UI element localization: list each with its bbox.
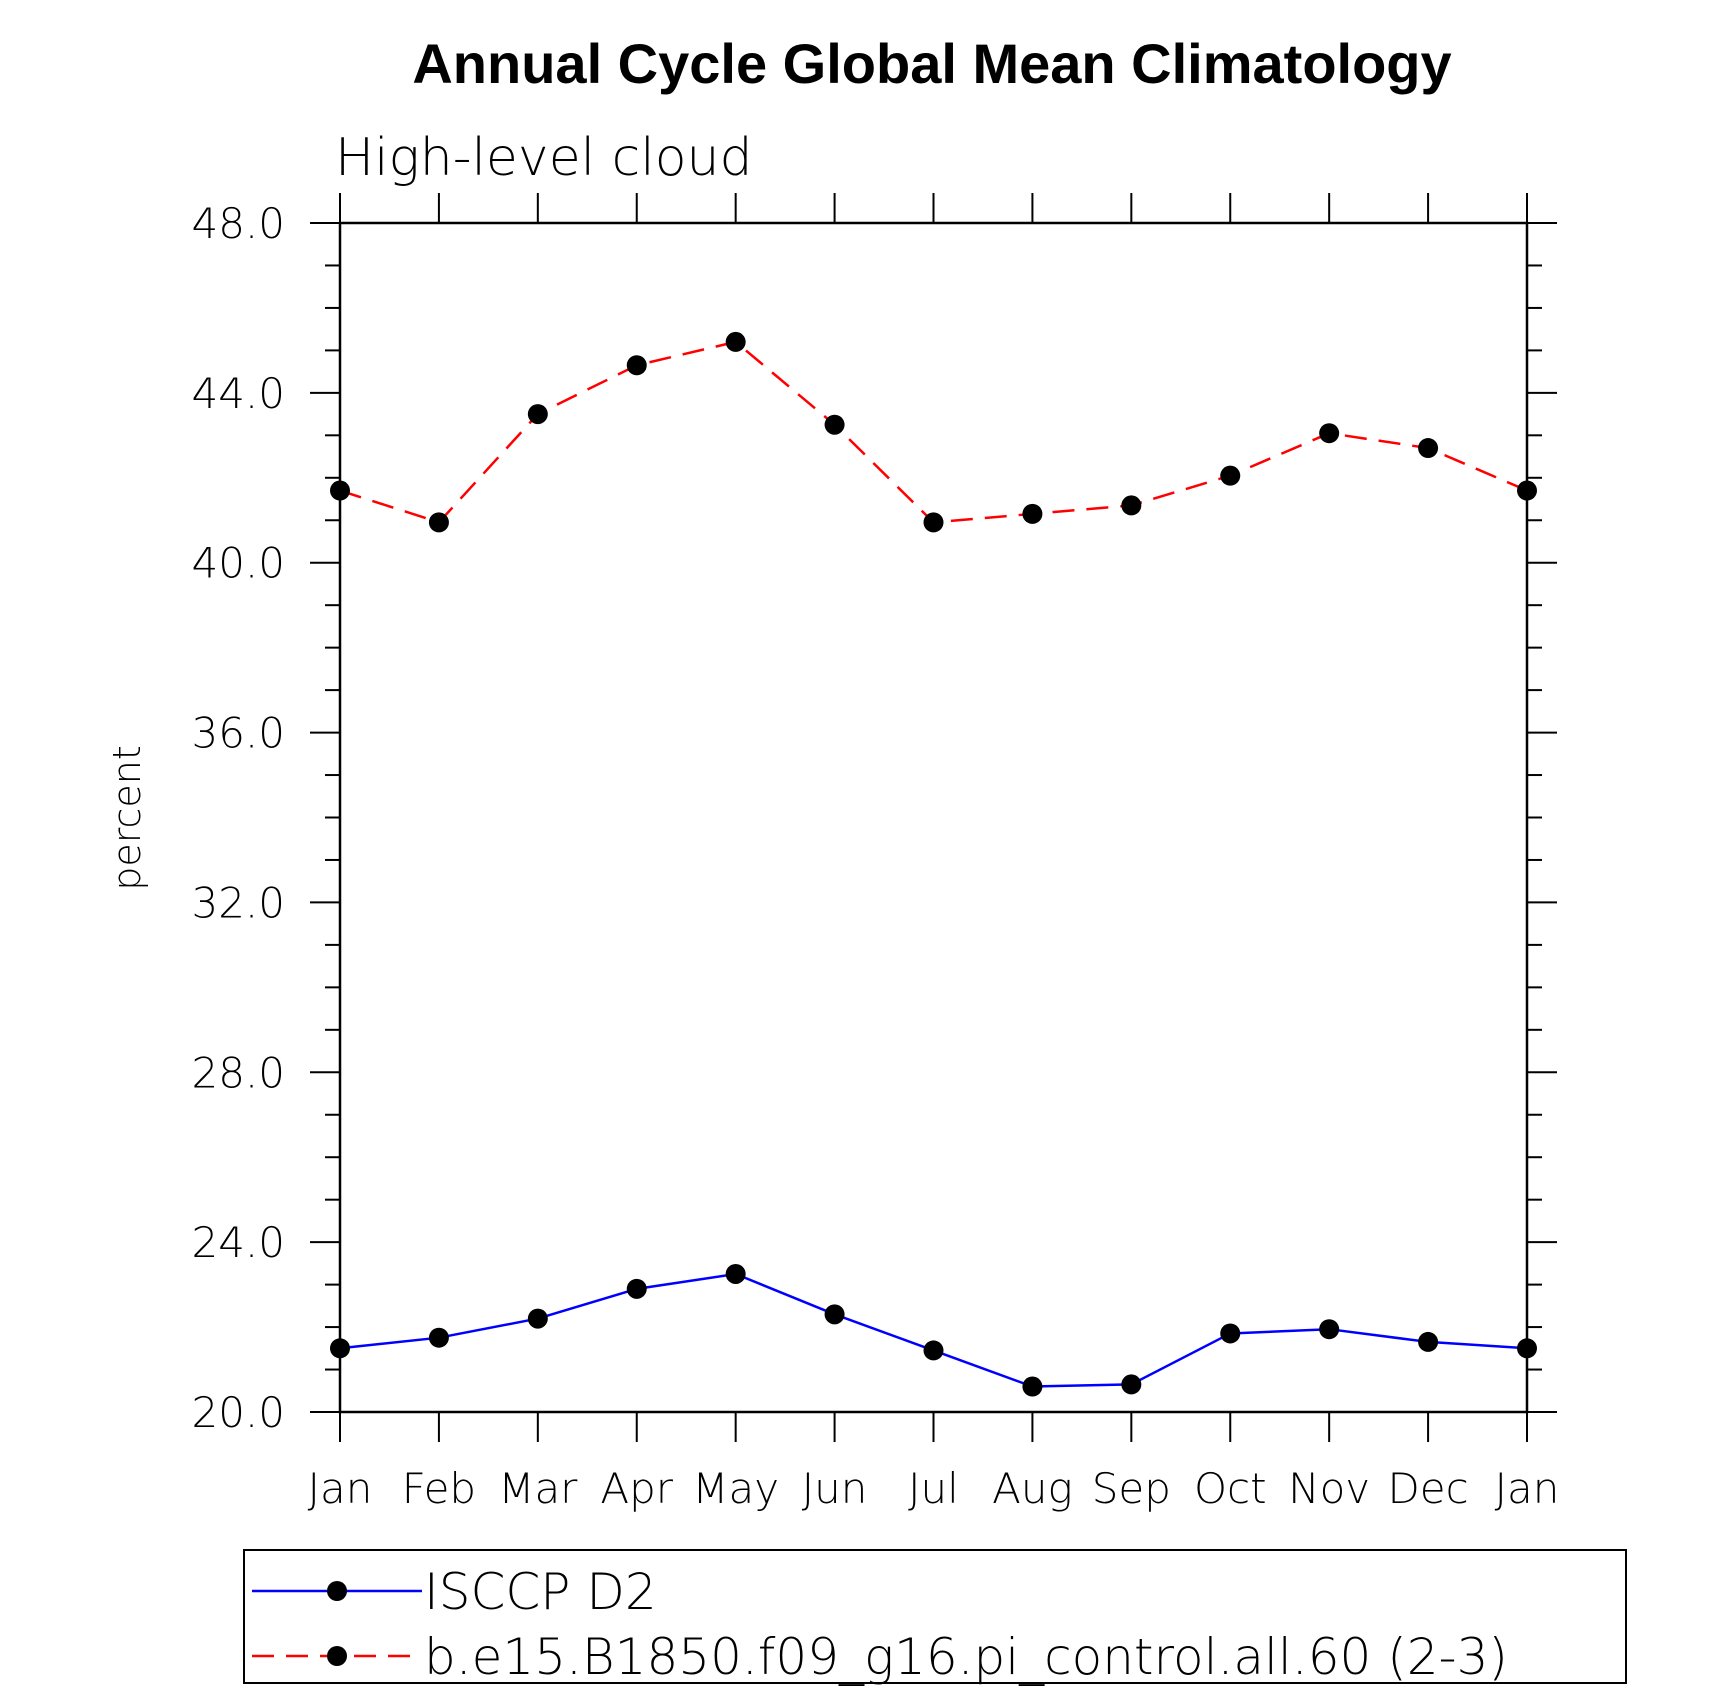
data-point [824,414,845,435]
y-tick-label: 44.0 [191,369,285,418]
y-tick-labels: 20.0 24.0 28.0 32.0 36.0 40.0 44.0 48.0 [191,199,285,1437]
x-tick-label: Feb [402,1464,476,1513]
data-point [626,1278,647,1299]
plot-frame [338,221,1529,1414]
x-tick-label: Dec [1387,1464,1468,1513]
data-point [626,355,647,376]
data-point [1022,503,1043,524]
data-point [1517,480,1537,501]
y-tick-label: 36.0 [191,709,285,758]
data-point [1517,1338,1537,1359]
legend-box [243,1549,1627,1684]
chart-title: Annual Cycle Global Mean Climatology [412,32,1451,95]
y-tick-label: 40.0 [191,539,285,588]
x-tick-label: Jul [908,1464,959,1513]
data-point [1022,1376,1043,1397]
data-point [1319,1319,1340,1340]
x-tick-label: Nov [1288,1464,1370,1513]
series-line-1 [339,1272,1528,1388]
x-tick-label: Apr [600,1464,673,1513]
data-point [1121,1374,1142,1395]
data-point [1220,465,1241,486]
data-point [1418,438,1439,459]
legend-label-1: ISCCP D2 [424,1563,657,1621]
x-tick-label: Aug [992,1464,1073,1513]
data-point [428,1327,449,1348]
y-tick-label: 24.0 [191,1218,285,1267]
legend-label-2: b.e15.B1850.f09_g16.pi_control.all.60 (2… [424,1628,1508,1686]
x-tick-label: Sep [1092,1464,1171,1513]
data-point [527,404,548,425]
x-tick-label: Jan [1495,1464,1560,1513]
legend-marker-2 [327,1646,347,1666]
plot-area [338,221,1529,1414]
data-point [330,1338,350,1359]
x-tick-label: Oct [1194,1464,1267,1513]
data-point [1319,423,1340,444]
series-lines [330,331,1537,1397]
chart-subtitle: High-level cloud [335,128,752,188]
x-tick-label: Jun [802,1464,868,1513]
data-point [330,480,350,501]
y-tick-label: 20.0 [191,1388,285,1437]
y-axis-label: percent [105,745,149,891]
data-point [1418,1331,1439,1352]
data-point [1220,1323,1241,1344]
x-tick-label: Jan [308,1464,373,1513]
series-line-2 [339,340,1528,524]
data-point [1121,495,1142,516]
axis-ticks [310,193,1557,1442]
x-tick-label: Mar [498,1464,578,1513]
data-point [824,1304,845,1325]
x-tick-labels: Jan Feb Mar Apr May Jun Jul Aug Sep Oct Nov Dec Jan [308,1464,1560,1513]
data-point [527,1308,548,1329]
legend-marker-1 [327,1581,347,1601]
data-point [725,331,746,352]
data-point [923,1340,944,1361]
y-tick-label: 48.0 [191,199,285,248]
data-point [428,512,449,533]
data-point [923,512,944,533]
y-tick-label: 28.0 [191,1048,285,1097]
data-point [725,1263,746,1284]
x-tick-label: May [692,1464,779,1513]
legend: ISCCP D2 b.e15.B1850.f09_g16.pi_control.a… [243,1549,1627,1686]
y-tick-label: 32.0 [191,878,285,927]
